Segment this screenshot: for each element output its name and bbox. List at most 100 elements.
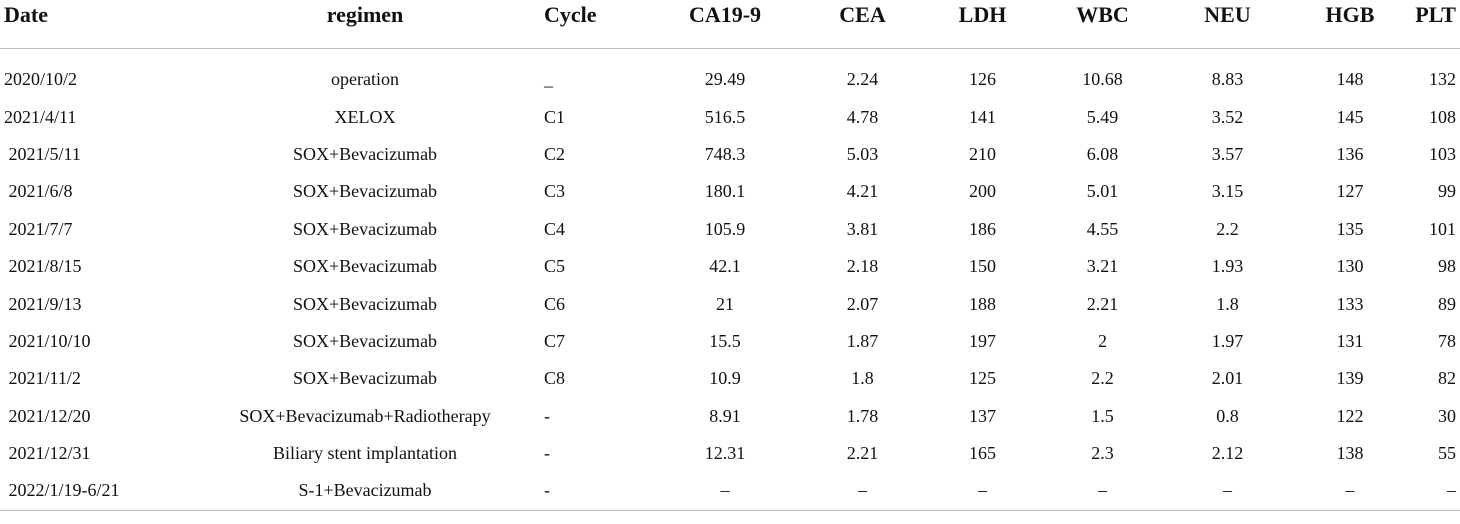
cell-plt: 98: [1438, 256, 1456, 277]
cell-neu: 3.15: [1211, 181, 1244, 202]
cell-neu: 3.57: [1211, 143, 1244, 164]
cell-neu: 2.12: [1211, 443, 1244, 464]
cell-cea: 1.78: [846, 405, 879, 426]
cell-cea: –: [800, 472, 925, 511]
column-header-hgb: HGB: [1290, 0, 1410, 49]
cell-wbc: 2.21: [1086, 293, 1119, 314]
cell-cycle: -: [544, 405, 550, 426]
cell-plt: 78: [1438, 330, 1456, 351]
cell-neu: 2.01: [1211, 368, 1244, 389]
cell-date: 2021/10/10: [4, 330, 91, 351]
cell-cycle: -: [544, 443, 550, 464]
cell-wbc: 1.5: [1091, 405, 1114, 426]
cell-cycle: C5: [544, 256, 566, 277]
cell-cycle: C2: [544, 143, 566, 164]
cell-hgb: 138: [1336, 443, 1364, 464]
cell-cycle: C1: [544, 106, 566, 127]
cell-regimen: SOX+Bevacizumab: [292, 218, 438, 239]
cell-plt: 108: [1429, 106, 1456, 127]
cell-neu: 2.2: [1216, 218, 1239, 239]
column-header-wbc: WBC: [1040, 0, 1165, 49]
cell-neu: 1.97: [1211, 330, 1244, 351]
cell-wbc: 5.01: [1086, 181, 1119, 202]
table-row: 2021/8/15 SOX+Bevacizumab C5 42.1 2.18 150 3.2…: [0, 248, 1460, 285]
cell-ldh: –: [925, 472, 1040, 511]
cell-ca19-9: 748.3: [704, 143, 746, 164]
table-row: 2021/4/11 XELOX C1 516.5 4.78 141 5.49 3.52 145 1…: [0, 98, 1460, 135]
cell-cea: 1.8: [851, 368, 874, 389]
table-row: 2021/12/20 SOX+Bevacizumab+Radiotherapy - 8…: [0, 398, 1460, 435]
cell-ca19-9: 29.49: [704, 69, 746, 90]
column-header-neu: NEU: [1165, 0, 1290, 49]
cell-date: 2021/12/20: [4, 405, 91, 426]
cell-plt: 103: [1429, 143, 1456, 164]
cell-regimen: Biliary stent implantation: [273, 443, 457, 464]
cell-plt: 89: [1438, 293, 1456, 314]
cell-regimen: SOX+Bevacizumab+Radiotherapy: [239, 405, 491, 426]
cell-date: 2021/11/2: [4, 368, 81, 389]
cell-hgb: 130: [1336, 256, 1364, 277]
cell-cycle: C7: [544, 330, 566, 351]
cell-cycle: C4: [544, 218, 566, 239]
cell-plt: –: [1410, 472, 1460, 511]
cell-cycle: C8: [544, 368, 566, 389]
column-header-cea: CEA: [800, 0, 925, 49]
cell-cycle: _: [544, 69, 553, 90]
cell-plt: 132: [1429, 69, 1456, 90]
cell-ldh: 137: [969, 405, 996, 426]
cell-hgb: 135: [1336, 218, 1364, 239]
column-header-plt: PLT: [1410, 0, 1460, 49]
cell-date: 2021/12/31: [4, 443, 91, 464]
cell-wbc: 4.55: [1086, 218, 1119, 239]
column-header-cycle: Cycle: [540, 0, 650, 49]
cell-neu: –: [1165, 472, 1290, 511]
table-row: 2022/1/19-6/21 S-1+Bevacizumab - – – – – – – –: [0, 472, 1460, 511]
cell-ldh: 141: [969, 106, 996, 127]
cell-wbc: 2: [1098, 330, 1107, 351]
table-row: 2021/6/8 SOX+Bevacizumab C3 180.1 4.21 200 5.0…: [0, 173, 1460, 210]
cell-regimen: operation: [331, 69, 399, 90]
cell-hgb: 136: [1336, 143, 1364, 164]
cell-cea: 2.21: [846, 443, 879, 464]
cell-neu: 0.8: [1216, 405, 1239, 426]
cell-ldh: 165: [969, 443, 996, 464]
cell-hgb: 139: [1336, 368, 1364, 389]
cell-cycle: C6: [544, 293, 566, 314]
cell-date: 2020/10/2: [4, 69, 78, 90]
cell-hgb: 145: [1336, 106, 1364, 127]
cell-ldh: 150: [969, 256, 996, 277]
cell-hgb: –: [1290, 472, 1410, 511]
cell-hgb: 148: [1336, 69, 1364, 90]
cell-ldh: 186: [969, 218, 996, 239]
cell-cycle: C3: [544, 181, 566, 202]
cell-ca19-9: 516.5: [704, 106, 746, 127]
cell-ldh: 210: [969, 143, 996, 164]
cell-ldh: 125: [969, 368, 996, 389]
cell-neu: 1.8: [1216, 293, 1239, 314]
table-row: 2021/12/31 Biliary stent implantation - 12.…: [0, 435, 1460, 472]
cell-neu: 8.83: [1211, 69, 1244, 90]
cell-wbc: 5.49: [1086, 106, 1119, 127]
cell-plt: 55: [1438, 443, 1456, 464]
cell-regimen: SOX+Bevacizumab: [292, 293, 438, 314]
cell-ca19-9: 10.9: [709, 368, 741, 389]
cell-wbc: –: [1040, 472, 1165, 511]
table-row: 2021/5/11 SOX+Bevacizumab C2 748.3 5.03 210 6.…: [0, 136, 1460, 173]
cell-hgb: 127: [1336, 181, 1364, 202]
cell-wbc: 2.3: [1091, 443, 1114, 464]
table-body: 2020/10/2 operation _ 29.49 2.24 126 10.68 8.83…: [0, 49, 1460, 511]
cell-wbc: 10.68: [1082, 69, 1123, 90]
cell-cea: 2.07: [846, 293, 879, 314]
cell-cea: 2.18: [846, 256, 879, 277]
cell-plt: 82: [1438, 368, 1456, 389]
cell-ca19-9: 8.91: [709, 405, 741, 426]
cell-date: 2021/8/15: [4, 256, 82, 277]
lab-results-table: Date regimen Cycle CA19-9 CEA LDH WBC NEU HGB PLT…: [0, 0, 1460, 511]
cell-regimen: SOX+Bevacizumab: [292, 181, 438, 202]
cell-ca19-9: 12.31: [704, 443, 746, 464]
cell-regimen: XELOX: [334, 106, 396, 127]
cell-cea: 2.24: [846, 69, 879, 90]
header-row: Date regimen Cycle CA19-9 CEA LDH WBC NEU HGB PLT: [0, 0, 1460, 49]
cell-date: 2021/6/8: [4, 181, 73, 202]
cell-cycle: -: [540, 472, 650, 511]
